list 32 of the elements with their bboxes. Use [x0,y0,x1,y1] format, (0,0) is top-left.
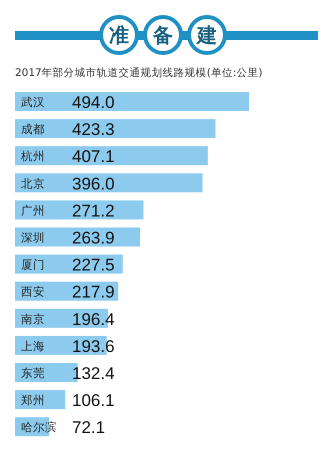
y-tick-label: 哈尔滨 [21,420,57,434]
bar [15,146,208,166]
data-label: 271.2 [72,201,115,220]
y-tick-label: 成都 [21,122,45,136]
y-tick-label: 厦门 [21,258,45,272]
y-tick-label: 东莞 [21,366,45,380]
y-tick-label: 南京 [21,312,45,326]
y-tick-label: 上海 [21,338,45,353]
y-tick-label: 广州 [21,203,45,218]
data-label: 407.1 [72,147,115,166]
y-tick-label: 西安 [21,284,45,299]
chart-title: 准备建 [109,23,217,47]
y-tick-label: 北京 [21,176,45,190]
y-tick-label: 郑州 [21,393,45,408]
y-tick-label: 杭州 [20,149,45,164]
data-label: 263.9 [72,228,115,248]
data-label: 494.0 [72,93,115,112]
data-label: 72.1 [72,418,106,438]
bar [15,119,216,138]
chart-subtitle: 2017年部分城市轨道交通规划线路规模(单位:公里) [15,66,262,79]
data-label: 106.1 [72,391,115,410]
bar [15,173,203,192]
y-tick-label: 深圳 [21,230,45,244]
data-label: 423.3 [72,120,115,140]
data-label: 217.9 [72,282,115,302]
data-label: 227.5 [72,256,115,275]
data-label: 132.4 [72,364,115,383]
bar [15,92,249,111]
data-label: 196.4 [72,310,115,329]
data-label: 193.6 [72,336,115,356]
y-tick-label: 武汉 [21,95,45,109]
data-label: 396.0 [72,174,115,194]
